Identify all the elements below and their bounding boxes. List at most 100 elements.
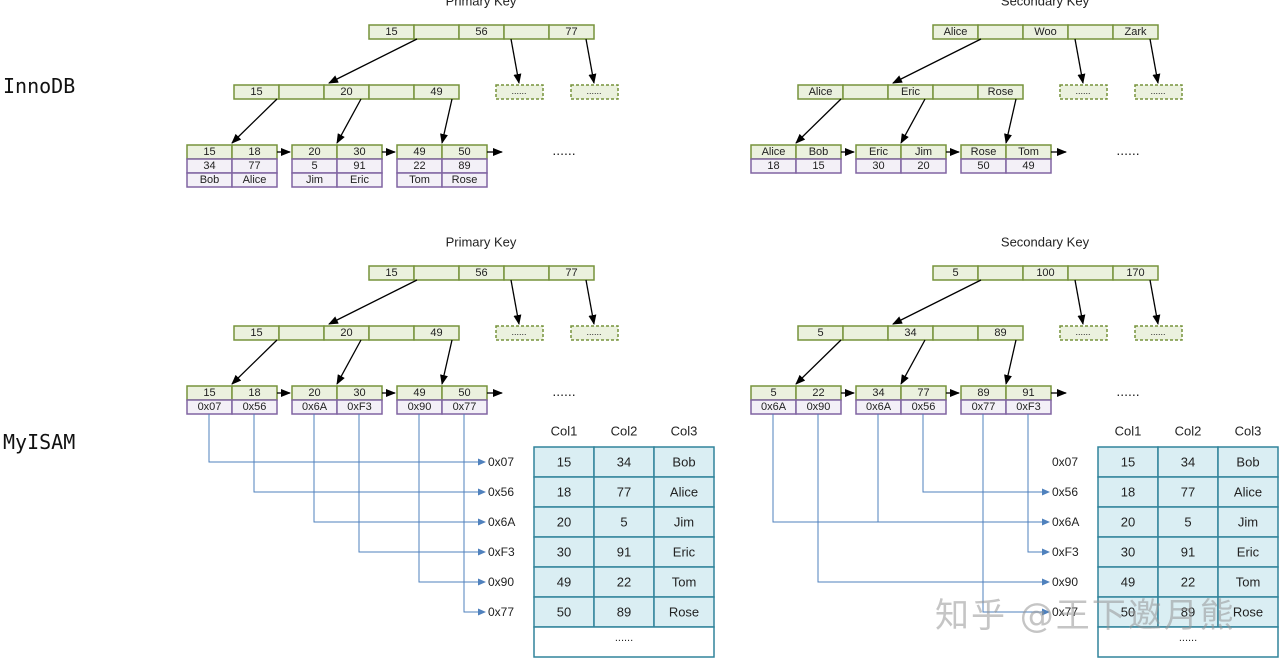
child-pointer (1074, 279, 1086, 325)
root-key: 15 (385, 26, 397, 38)
table-cell (533, 476, 595, 508)
watermark: 知乎 @王下邀月熊 (935, 596, 1236, 636)
root-key: 15 (385, 267, 397, 279)
root-key: 170 (1126, 267, 1144, 279)
leaf-value: 34 (203, 160, 215, 172)
table-cell-value: 20 (1121, 515, 1135, 530)
root-node-cell (413, 24, 460, 40)
tree-title: Secondary Key (1001, 0, 1090, 9)
internal-node-cell (368, 84, 415, 100)
internal-key: Eric (901, 86, 920, 98)
child-pointer (1004, 339, 1017, 385)
child-pointer (1074, 38, 1086, 84)
root-node-cell (1067, 265, 1114, 281)
row-pointer-line (922, 414, 1050, 496)
table-cell-value: 22 (1181, 575, 1195, 590)
internal-key: Rose (988, 86, 1014, 98)
row-address: 0x90 (488, 575, 514, 589)
root-node-cell (548, 265, 595, 281)
tree-title: Primary Key (446, 0, 517, 9)
table-cell-value: Alice (1234, 485, 1262, 500)
table-cell-value: 77 (1181, 485, 1195, 500)
root-key: 77 (565, 267, 577, 279)
leaf-value: 77 (248, 160, 260, 172)
leaf-value: 91 (353, 160, 365, 172)
table-cell-value: Eric (1237, 545, 1260, 560)
leaf-value: Eric (350, 174, 369, 186)
table-cell-value: 50 (1121, 605, 1135, 620)
internal-node-cell (932, 325, 979, 341)
table-cell (1157, 446, 1219, 478)
table-footer-row (1097, 626, 1279, 658)
child-pointer (900, 98, 926, 144)
row-address: 0xF3 (488, 545, 515, 559)
table-cell (1157, 476, 1219, 508)
table-cell (1217, 566, 1279, 598)
leaf-key: 77 (917, 387, 929, 399)
table-cell-value: 30 (1121, 545, 1135, 560)
table-cell (653, 476, 715, 508)
placeholder-text: ...... (1150, 327, 1165, 337)
table-cell (1097, 566, 1159, 598)
internal-key: 15 (250, 327, 262, 339)
leaf-value: 0x56 (912, 401, 936, 413)
placeholder-node (1134, 84, 1183, 100)
table-cell-value: Rose (1233, 605, 1263, 620)
leaf-key: 20 (308, 387, 320, 399)
leaf-value: 30 (872, 160, 884, 172)
leaf-value: 15 (812, 160, 824, 172)
leaf-key: 20 (308, 146, 320, 158)
leaf-value: 50 (977, 160, 989, 172)
leaf-key: 50 (458, 387, 470, 399)
internal-key: 34 (904, 327, 916, 339)
child-pointer (328, 38, 418, 84)
table-cell-value: 34 (1181, 455, 1195, 470)
leaf-value-cell (231, 172, 278, 188)
table-cell (653, 566, 715, 598)
internal-node-cell (278, 325, 325, 341)
row-pointer-line (313, 414, 486, 526)
root-node-cell (503, 265, 550, 281)
table-cell-value: Jim (1238, 515, 1258, 530)
root-key: 5 (952, 267, 958, 279)
table-cell (1217, 476, 1279, 508)
row-address: 0xF3 (1052, 545, 1079, 559)
leaf-value: 18 (767, 160, 779, 172)
table-cell-value: 5 (620, 515, 627, 530)
table-cell-value: 89 (1181, 605, 1195, 620)
internal-key: 20 (340, 86, 352, 98)
table-header: Col3 (671, 424, 698, 439)
innodb-label: InnoDB (3, 74, 76, 98)
table-cell-value: Eric (673, 545, 696, 560)
row-address: 0x07 (488, 455, 514, 469)
root-node-cell (1067, 24, 1114, 40)
internal-key: 49 (430, 327, 442, 339)
internal-key: 15 (250, 86, 262, 98)
child-pointer (795, 339, 842, 385)
table-cell-value: 77 (617, 485, 631, 500)
child-pointer (231, 339, 278, 385)
internal-node-cell (842, 84, 889, 100)
leaf-key: Tom (1018, 146, 1039, 158)
table-cell (593, 566, 655, 598)
table-cell (593, 446, 655, 478)
row-pointer-line (463, 414, 486, 616)
leaf-value: 0x90 (408, 401, 432, 413)
table-header: Col1 (1115, 424, 1142, 439)
child-pointer (585, 38, 597, 84)
leaf-value: 0x56 (243, 401, 267, 413)
table-cell-value: 49 (557, 575, 571, 590)
row-address: 0x56 (488, 485, 514, 499)
child-pointer (1149, 279, 1161, 325)
table-cell (653, 536, 715, 568)
child-pointer (336, 98, 362, 144)
leaf-value: 0x77 (972, 401, 996, 413)
leaf-value: 0x07 (198, 401, 222, 413)
row-pointer-line (817, 414, 1050, 586)
placeholder-text: ...... (1075, 86, 1090, 96)
table-cell-value: Tom (672, 575, 697, 590)
internal-key: 5 (817, 327, 823, 339)
table-cell-value: 5 (1184, 515, 1191, 530)
leaf-key: 15 (203, 387, 215, 399)
child-pointer (1149, 38, 1161, 84)
